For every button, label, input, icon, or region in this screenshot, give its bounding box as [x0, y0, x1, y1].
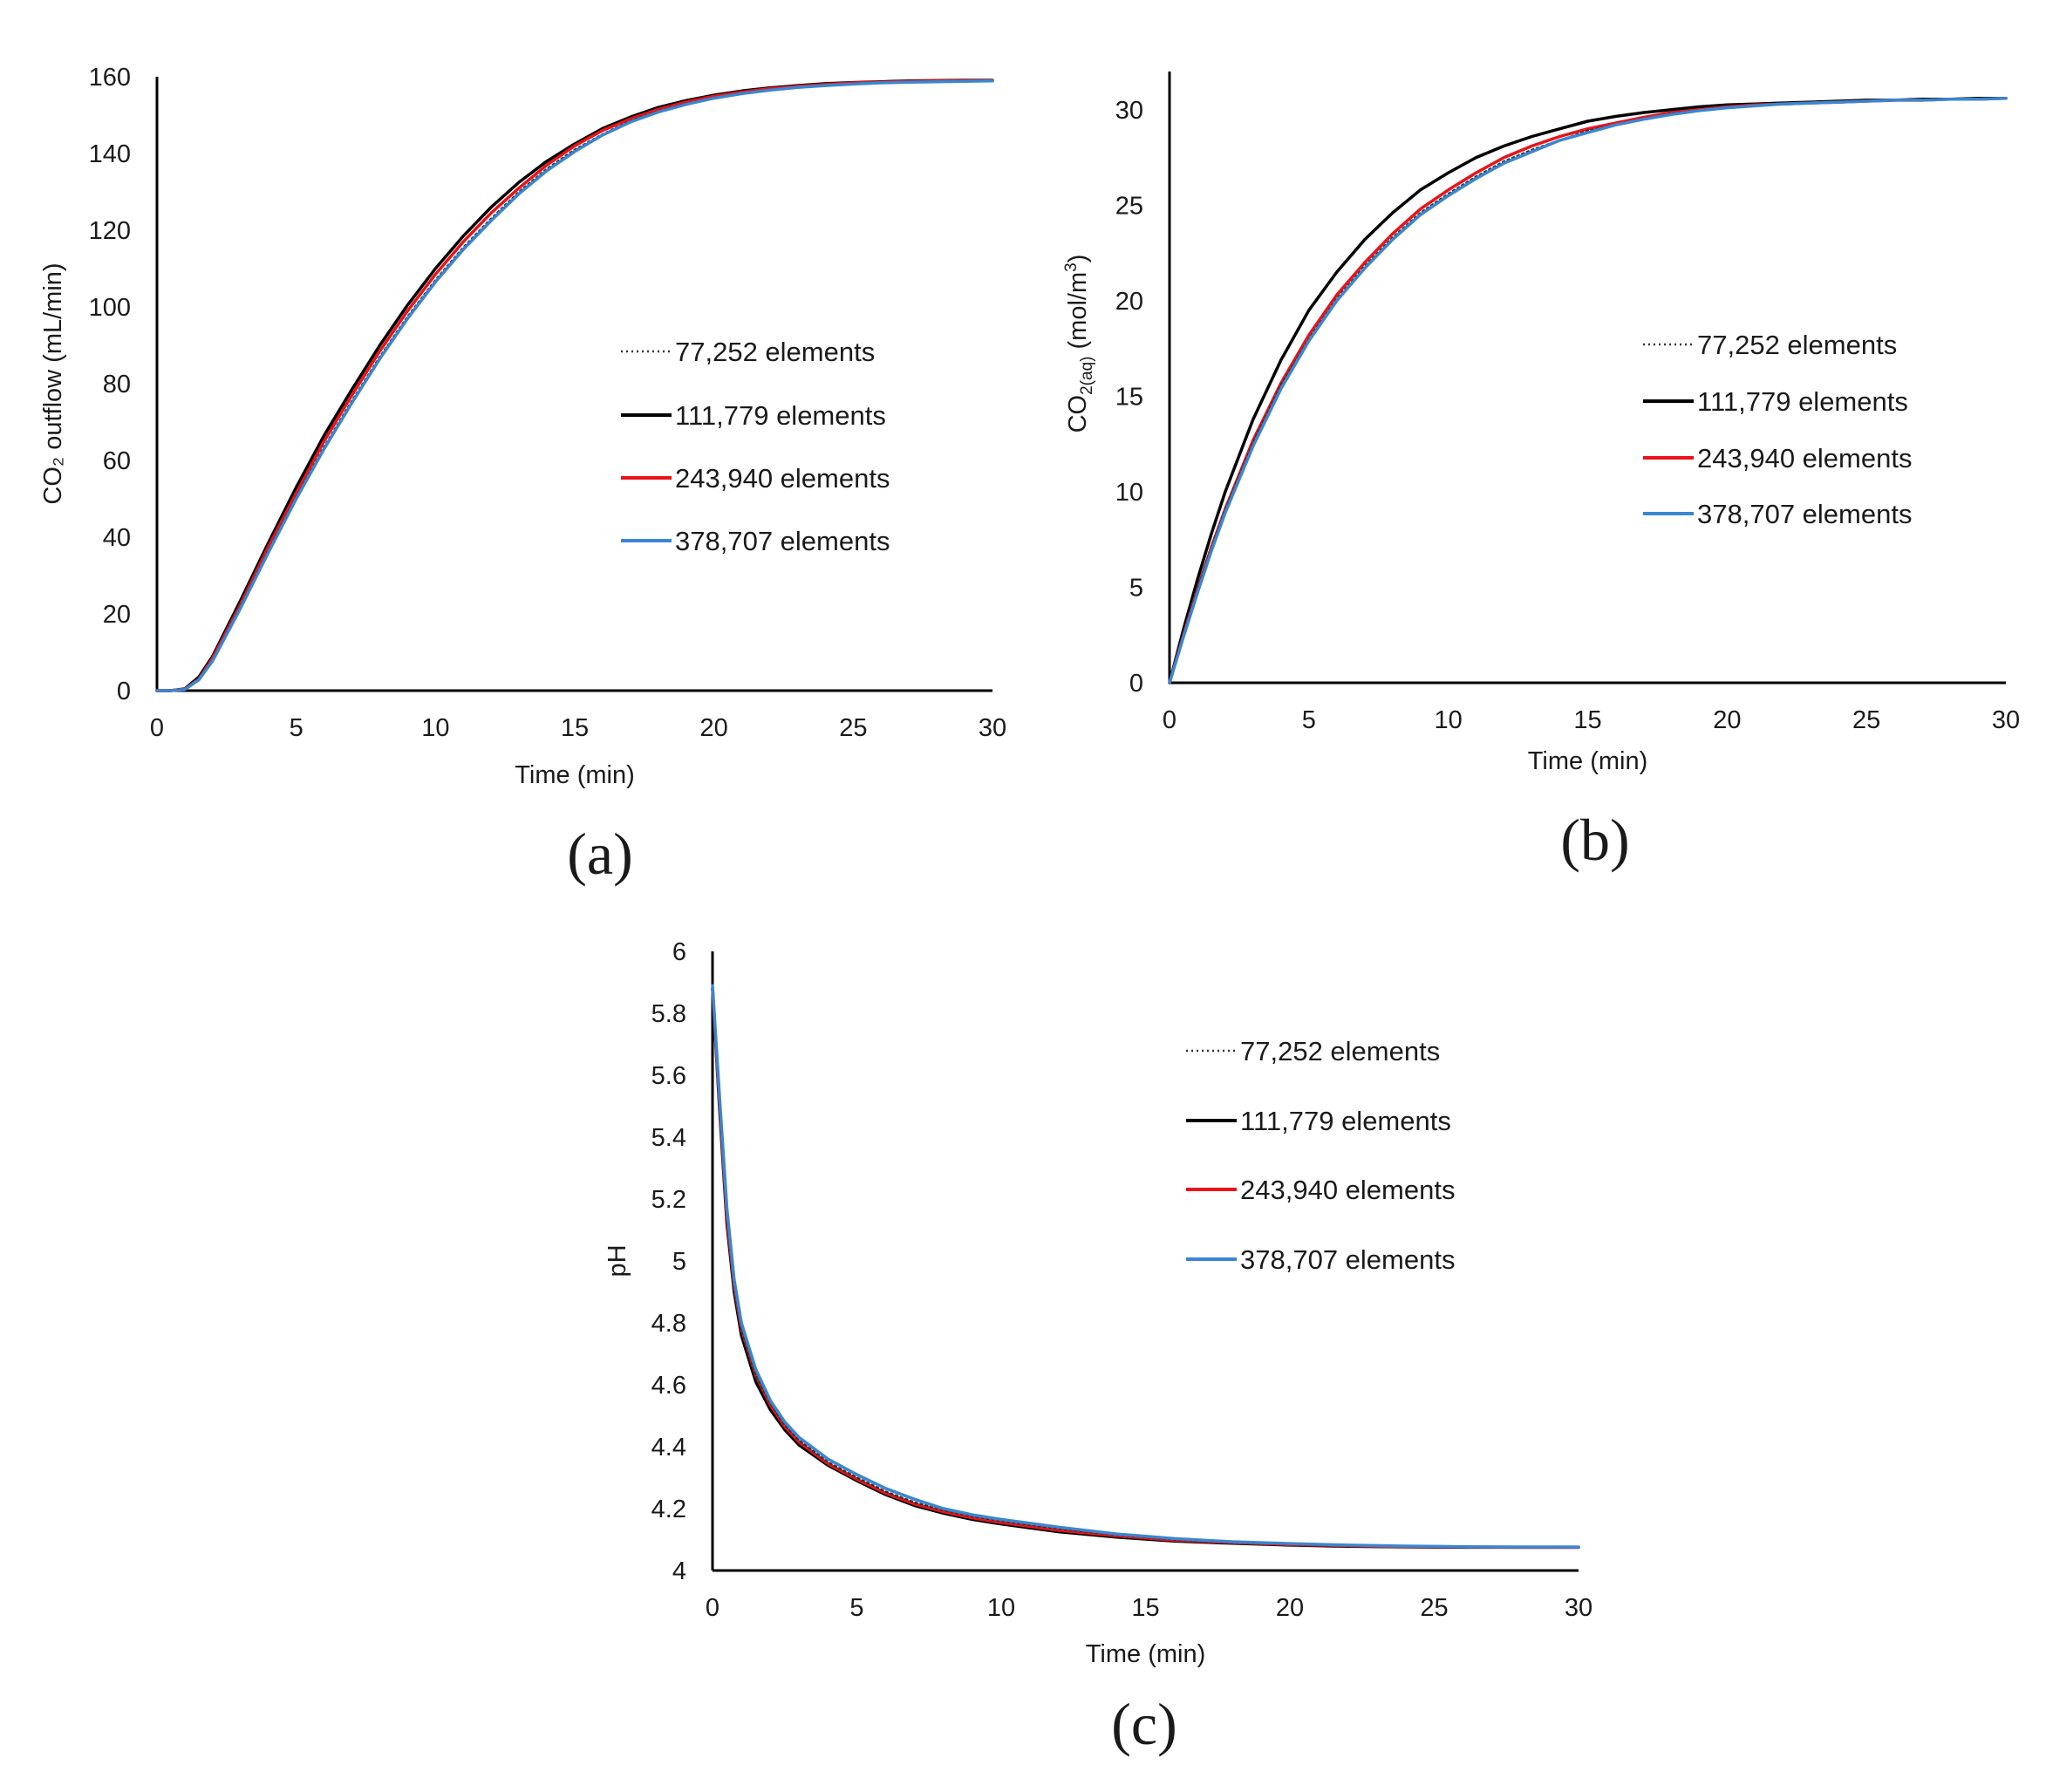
x-tick-label: 30	[1565, 1594, 1592, 1622]
legend-label: 378,707 elements	[1240, 1244, 1455, 1275]
legend-label: 77,252 elements	[1240, 1036, 1440, 1066]
y-tick-label: 100	[89, 294, 131, 322]
y-tick-label: 10	[1115, 479, 1143, 507]
chart-panel-a: 0 20 40 60 80 100 120 140 160 0 5 10 15 20 25 30 Time (m…	[39, 64, 1006, 887]
y-tick-label: 80	[103, 371, 131, 399]
x-tick-label: 15	[1131, 1594, 1159, 1622]
legend-label: 378,707 elements	[675, 526, 890, 556]
x-axis-label: Time (min)	[1528, 747, 1647, 775]
x-tick-label: 25	[1420, 1594, 1448, 1622]
chart-panel-b: 0 5 10 15 20 25 30 0 5 10 15 20 25 30 Time (min) CO2(aq…	[1062, 72, 2020, 873]
y-tick-label: 5	[1129, 574, 1143, 602]
y-axis-label-main: CO	[1064, 395, 1092, 433]
legend-label: 111,779 elements	[1697, 386, 1908, 417]
y-axis-label-units: (mol/m	[1064, 272, 1092, 357]
y-tick-label: 6	[672, 938, 686, 966]
y-axis-label-subscript: 2(aq)	[1078, 357, 1096, 395]
panel-label: (c)	[1111, 1691, 1176, 1757]
x-tick-label: 15	[1573, 706, 1601, 734]
x-tick-label: 10	[421, 714, 449, 742]
series-line-378707	[1168, 96, 2008, 685]
x-tick-label: 30	[979, 714, 1006, 742]
y-tick-label: 4.4	[651, 1434, 686, 1462]
legend-label: 77,252 elements	[1697, 330, 1897, 360]
panel-label: (a)	[567, 821, 632, 887]
y-tick-label: 5.4	[651, 1124, 686, 1152]
y-axis-label-end: )	[1064, 255, 1092, 263]
y-tick-label: 4	[672, 1557, 686, 1585]
y-tick-label: 4.2	[651, 1496, 686, 1523]
x-axis-label: Time (min)	[515, 761, 634, 789]
y-axis-label-superscript: 3	[1062, 262, 1081, 272]
legend-label: 111,779 elements	[1240, 1106, 1451, 1136]
y-tick-label: 25	[1115, 192, 1143, 220]
x-tick-label: 25	[839, 714, 867, 742]
y-tick-label: 5.2	[651, 1186, 686, 1214]
x-tick-label: 5	[849, 1594, 863, 1622]
x-tick-label: 0	[706, 1594, 720, 1622]
y-tick-label: 140	[89, 140, 131, 168]
x-tick-label: 0	[150, 714, 164, 742]
y-tick-label: 4.8	[651, 1310, 686, 1338]
x-tick-label: 20	[1276, 1594, 1304, 1622]
chart-panel-c: 4 4.2 4.4 4.6 4.8 5 5.2 5.4 5.6 5.8 6 0 5 10 15 20 25 30 T…	[604, 938, 1592, 1757]
x-tick-label: 30	[1992, 706, 2020, 734]
x-tick-label: 0	[1163, 706, 1176, 734]
legend-label: 243,940 elements	[1697, 443, 1912, 474]
y-tick-label: 15	[1115, 383, 1143, 411]
x-tick-label: 5	[1302, 706, 1316, 734]
y-tick-label: 60	[103, 447, 131, 475]
y-tick-label: 0	[117, 678, 131, 705]
y-axis-label: CO₂ outflow (mL/min)	[39, 262, 67, 504]
y-tick-label: 5	[672, 1248, 686, 1276]
y-tick-label: 40	[103, 524, 131, 552]
x-tick-label: 5	[290, 714, 303, 742]
x-tick-label: 20	[700, 714, 728, 742]
y-tick-label: 5.6	[651, 1062, 686, 1090]
y-tick-label: 5.8	[651, 1000, 686, 1028]
legend-label: 378,707 elements	[1697, 499, 1912, 529]
y-axis-label: CO2(aq) (mol/m3)	[1062, 255, 1096, 433]
legend-label: 77,252 elements	[675, 337, 875, 367]
y-tick-label: 30	[1115, 97, 1143, 125]
x-axis-label: Time (min)	[1086, 1640, 1205, 1668]
x-tick-label: 20	[1713, 706, 1741, 734]
legend-label: 111,779 elements	[675, 400, 886, 431]
legend-label: 243,940 elements	[1240, 1175, 1455, 1205]
x-tick-label: 10	[1435, 706, 1463, 734]
y-tick-label: 160	[89, 64, 131, 92]
x-tick-label: 10	[987, 1594, 1015, 1622]
series-line-378707	[155, 79, 994, 692]
y-tick-label: 4.6	[651, 1372, 686, 1400]
y-tick-label: 20	[103, 601, 131, 629]
legend-label: 243,940 elements	[675, 463, 890, 494]
y-tick-label: 20	[1115, 288, 1143, 316]
y-axis-label: pH	[604, 1244, 631, 1277]
panel-label: (b)	[1560, 807, 1629, 873]
x-tick-label: 15	[561, 714, 589, 742]
y-tick-label: 0	[1129, 670, 1143, 698]
x-tick-label: 25	[1852, 706, 1880, 734]
y-tick-label: 120	[89, 217, 131, 245]
series-line-378707	[711, 984, 1580, 1549]
